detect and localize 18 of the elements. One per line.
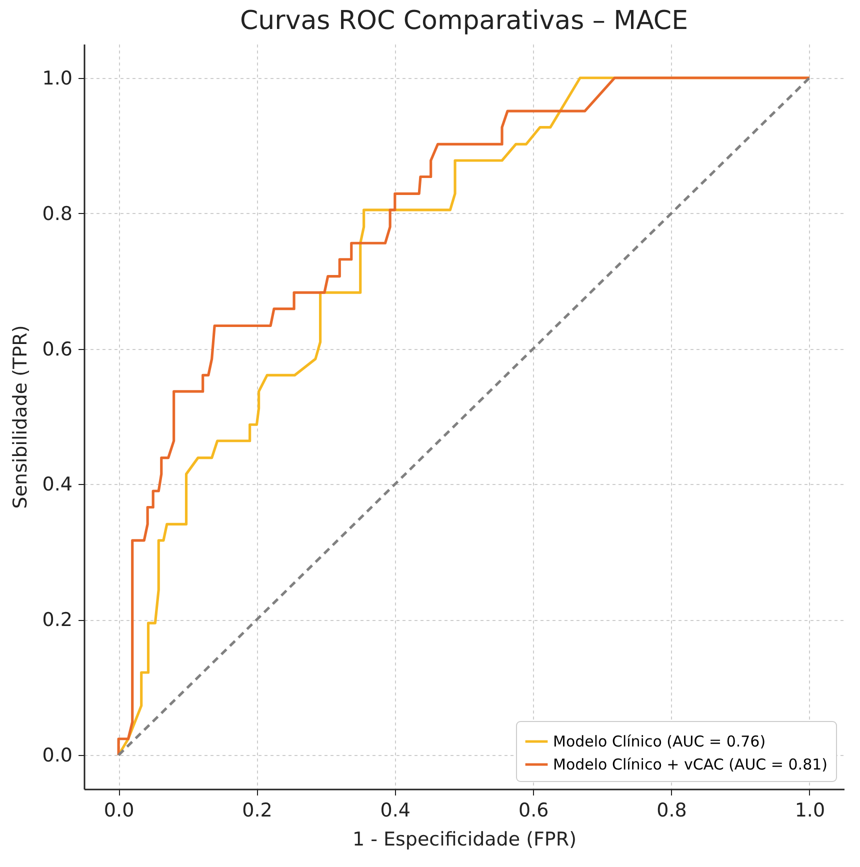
x-tick-label: 1.0 [794,800,826,822]
y-tick-label: 0.8 [42,202,72,225]
legend-label: Modelo Clínico (AUC = 0.76) [553,732,766,750]
y-tick-label: 0.6 [42,338,72,360]
y-axis-title: Sensibilidade (TPR) [9,325,32,509]
line-series [117,76,811,756]
x-tick-label: 0.2 [242,800,272,822]
legend-label: Modelo Clínico + vCAC (AUC = 0.81) [553,756,828,774]
x-tick-label: 0.6 [518,800,549,822]
x-tick-label: 0.8 [656,800,687,822]
y-tick-label: 0.2 [42,609,72,632]
y-tick-label: 0.0 [42,744,72,767]
y-tick-label: 0.4 [42,474,72,496]
x-axis-title: 1 - Especificidade (FPR) [352,828,577,850]
chart-title: Curvas ROC Comparativas – MACE [240,6,688,36]
x-tick-label: 0.0 [104,800,134,822]
y-tick-label: 1.0 [42,67,72,90]
x-tick-label: 0.4 [380,800,411,822]
